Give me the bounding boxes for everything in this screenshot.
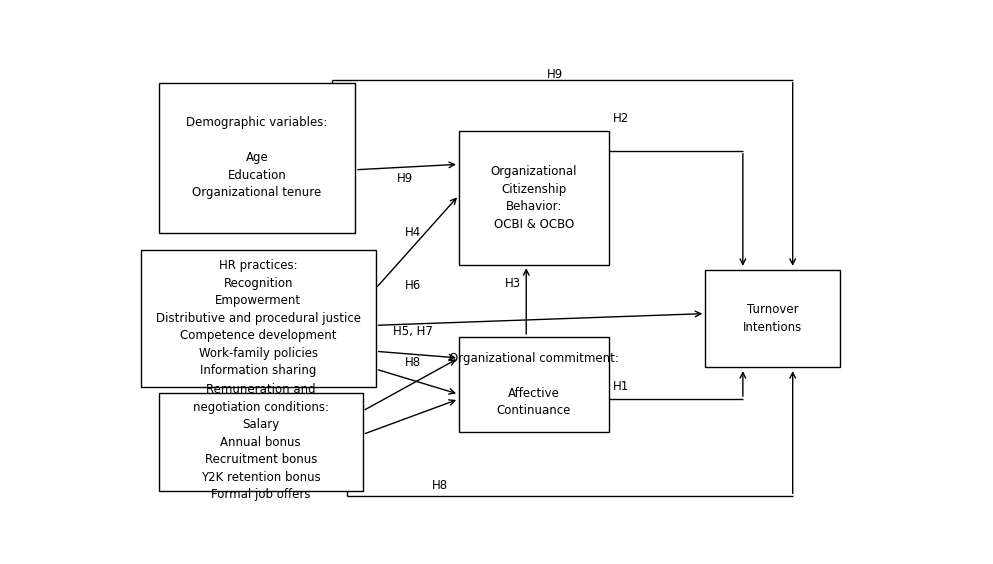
- Text: Remuneration and
negotiation conditions:
Salary
Annual bonus
Recruitment bonus
Y: Remuneration and negotiation conditions:…: [193, 384, 329, 501]
- Text: H6: H6: [404, 279, 421, 292]
- Text: H2: H2: [613, 112, 629, 125]
- Bar: [159, 394, 362, 491]
- Text: HR practices:
Recognition
Empowerment
Distributive and procedural justice
Compet: HR practices: Recognition Empowerment Di…: [156, 259, 360, 377]
- Text: H8: H8: [405, 356, 421, 369]
- Bar: [159, 83, 355, 233]
- Bar: [141, 250, 375, 387]
- Text: H1: H1: [613, 380, 629, 393]
- Text: Organizational commitment:

Affective
Continuance: Organizational commitment: Affective Con…: [449, 352, 619, 417]
- Bar: [459, 337, 609, 433]
- Text: H8: H8: [432, 479, 448, 492]
- Text: H4: H4: [404, 226, 421, 239]
- Text: Organizational
Citizenship
Behavior:
OCBI & OCBO: Organizational Citizenship Behavior: OCB…: [491, 165, 577, 231]
- Text: H3: H3: [504, 277, 520, 290]
- Text: H5, H7: H5, H7: [393, 325, 433, 338]
- Text: H9: H9: [547, 68, 563, 81]
- Text: H9: H9: [397, 172, 413, 185]
- Bar: [705, 270, 840, 367]
- Bar: [459, 131, 609, 265]
- Text: Demographic variables:

Age
Education
Organizational tenure: Demographic variables: Age Education Org…: [187, 116, 328, 199]
- Text: Turnover
Intentions: Turnover Intentions: [743, 303, 802, 334]
